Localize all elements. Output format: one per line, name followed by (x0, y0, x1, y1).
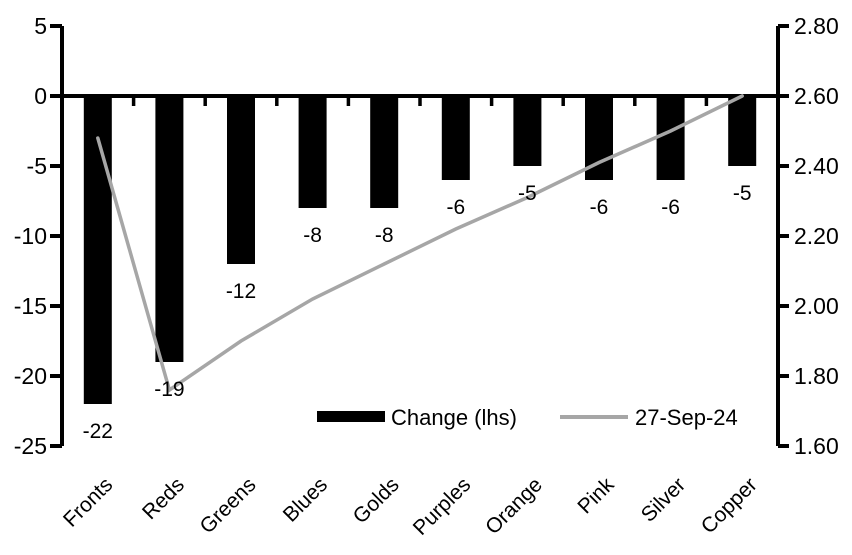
category-label: Blues (279, 473, 332, 526)
bar-value-label: -19 (154, 378, 184, 401)
bar-copper (728, 96, 757, 166)
bar-value-label: -6 (446, 196, 465, 219)
legend-label-change: Change (lhs) (391, 405, 517, 430)
right-axis-tick-label: 1.80 (794, 363, 839, 389)
left-axis-tick-label: -15 (14, 293, 47, 319)
legend-bar-swatch (317, 411, 385, 422)
left-axis-tick-label: -5 (27, 153, 47, 179)
bar-value-label: -5 (518, 182, 537, 205)
bar-purples (441, 96, 470, 180)
right-axis-tick-label: 2.20 (794, 223, 839, 249)
bar-greens (227, 96, 255, 264)
bar-value-label: -5 (733, 182, 752, 205)
right-axis-tick-label: 1.60 (794, 433, 839, 459)
category-label: Reds (138, 473, 189, 524)
left-axis-tick-label: -10 (14, 223, 47, 249)
trend-line (96, 94, 744, 393)
bar-blues (298, 96, 327, 208)
bar-fronts (83, 96, 112, 404)
left-axis-tick-label: 0 (34, 83, 47, 109)
bar-value-label: -12 (226, 280, 256, 303)
category-label: Fronts (59, 473, 117, 531)
right-axis-tick-label: 2.80 (794, 13, 839, 39)
category-label: Pink (573, 473, 619, 519)
category-label: Silver (637, 473, 690, 526)
left-axis-tick-label: -20 (14, 363, 47, 389)
bar-value-label: -6 (590, 196, 609, 219)
bar-reds (155, 96, 184, 362)
right-axis-tick-label: 2.60 (794, 83, 839, 109)
left-axis-tick-label: 5 (34, 13, 47, 39)
bar-golds (370, 96, 399, 208)
bar-silver (656, 96, 685, 180)
category-label: Greens (196, 473, 261, 538)
category-label: Copper (697, 473, 762, 538)
bar-value-label: -6 (661, 196, 680, 219)
bar-value-label: -8 (375, 224, 394, 247)
right-axis-tick-label: 2.00 (794, 293, 839, 319)
bar-orange (513, 96, 542, 166)
category-label: Purples (409, 473, 476, 540)
right-axis-tick-label: 2.40 (794, 153, 839, 179)
left-axis-tick-label: -25 (14, 433, 47, 459)
bar-value-label: -22 (83, 420, 113, 443)
category-label: Orange (481, 473, 547, 539)
legend-label-date: 27-Sep-24 (635, 405, 738, 430)
bar-value-label: -8 (303, 224, 322, 247)
category-label: Golds (349, 473, 404, 528)
